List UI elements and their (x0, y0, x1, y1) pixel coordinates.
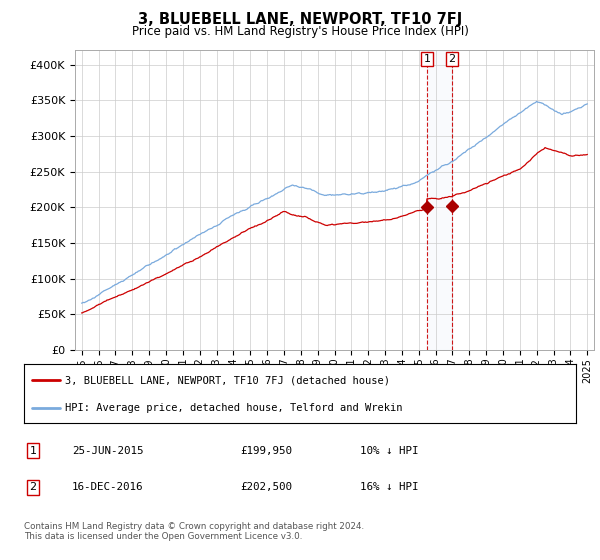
Text: Price paid vs. HM Land Registry's House Price Index (HPI): Price paid vs. HM Land Registry's House … (131, 25, 469, 38)
Text: 1: 1 (424, 54, 430, 64)
Text: 3, BLUEBELL LANE, NEWPORT, TF10 7FJ: 3, BLUEBELL LANE, NEWPORT, TF10 7FJ (138, 12, 462, 27)
Text: 1: 1 (29, 446, 37, 456)
Text: 10% ↓ HPI: 10% ↓ HPI (360, 446, 419, 456)
Text: £199,950: £199,950 (240, 446, 292, 456)
Bar (427, 50, 452, 350)
Text: HPI: Average price, detached house, Telford and Wrekin: HPI: Average price, detached house, Telf… (65, 403, 403, 413)
Text: 16% ↓ HPI: 16% ↓ HPI (360, 482, 419, 492)
Text: 2: 2 (448, 54, 455, 64)
Text: 2: 2 (29, 482, 37, 492)
Text: Contains HM Land Registry data © Crown copyright and database right 2024.
This d: Contains HM Land Registry data © Crown c… (24, 522, 364, 542)
Text: 25-JUN-2015: 25-JUN-2015 (72, 446, 143, 456)
Text: 16-DEC-2016: 16-DEC-2016 (72, 482, 143, 492)
Text: 3, BLUEBELL LANE, NEWPORT, TF10 7FJ (detached house): 3, BLUEBELL LANE, NEWPORT, TF10 7FJ (det… (65, 375, 391, 385)
Text: £202,500: £202,500 (240, 482, 292, 492)
